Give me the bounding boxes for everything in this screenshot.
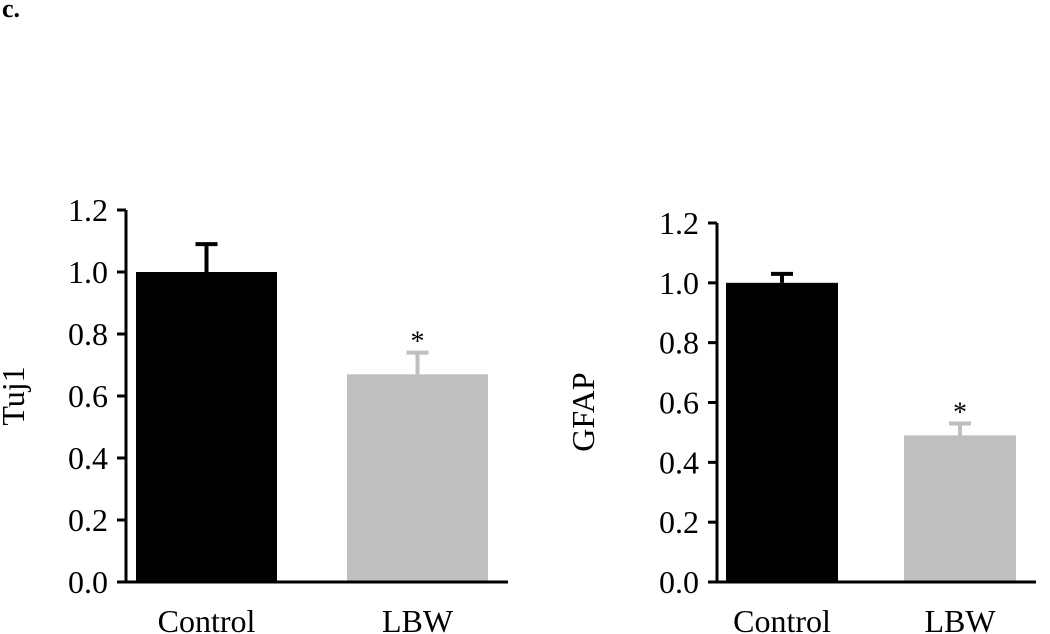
tuj1-x-tick-label: LBW xyxy=(382,603,454,634)
tuj1-y-tick-label: 0.6 xyxy=(68,378,108,414)
tuj1-chart: Control * LBW 0.0 0.2 0.4 0.6 0.8 1.0 1.2 Tuj1 xyxy=(0,192,508,634)
tuj1-y-tick-label: 1.2 xyxy=(68,192,108,228)
tuj1-y-axis-label: Tuj1 xyxy=(0,366,31,425)
gfap-bar-control xyxy=(726,282,838,582)
tuj1-y-tick-label: 1.0 xyxy=(68,254,108,290)
gfap-x-tick-label: LBW xyxy=(924,603,996,634)
gfap-y-tick-label: 0.8 xyxy=(659,325,699,361)
gfap-y-tick-label: 1.2 xyxy=(659,205,699,241)
tuj1-y-tick-label: 0.0 xyxy=(68,564,108,600)
tuj1-bar-lbw xyxy=(347,374,488,582)
gfap-significance-marker: * xyxy=(953,397,967,428)
gfap-y-tick-label: 1.0 xyxy=(659,265,699,301)
gfap-x-tick-label: Control xyxy=(733,603,831,634)
tuj1-y-tick-label: 0.2 xyxy=(68,502,108,538)
gfap-y-tick-label: 0.0 xyxy=(659,564,699,600)
tuj1-significance-marker: * xyxy=(411,327,425,358)
gfap-bar-lbw xyxy=(904,435,1016,582)
tuj1-y-tick-label: 0.8 xyxy=(68,316,108,352)
gfap-y-tick-label: 0.2 xyxy=(659,504,699,540)
panel-label: c. xyxy=(2,0,21,23)
gfap-y-axis-label: GFAP xyxy=(565,372,601,451)
gfap-chart: Control * LBW 0.0 0.2 0.4 0.6 0.8 1.0 1.2 GFAP xyxy=(565,205,1036,634)
gfap-y-tick-label: 0.4 xyxy=(659,444,699,480)
tuj1-bar-control xyxy=(136,272,277,582)
tuj1-x-tick-label: Control xyxy=(158,603,256,634)
gfap-y-tick-label: 0.6 xyxy=(659,385,699,421)
tuj1-y-tick-label: 0.4 xyxy=(68,440,108,476)
